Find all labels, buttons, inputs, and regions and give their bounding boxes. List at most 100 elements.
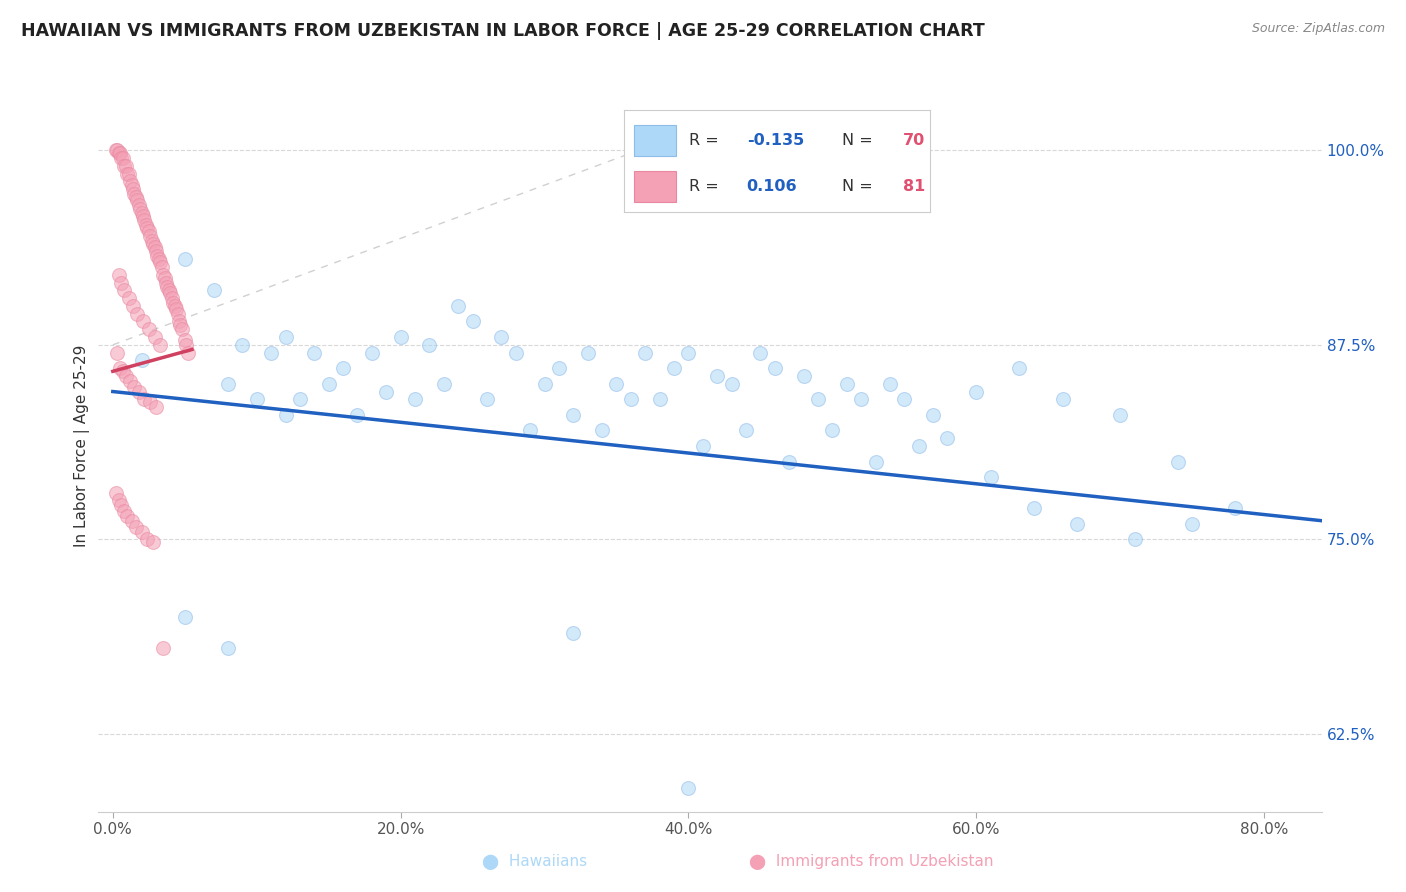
- Point: [907, 439, 929, 453]
- Point: [173, 252, 195, 267]
- Point: [807, 392, 830, 407]
- Point: [576, 345, 599, 359]
- Point: [110, 276, 132, 290]
- Text: ⬤  Hawaiians: ⬤ Hawaiians: [482, 854, 586, 870]
- Point: [404, 392, 426, 407]
- Point: [104, 144, 127, 158]
- Point: [620, 392, 643, 407]
- Point: [111, 151, 134, 165]
- Point: [849, 392, 872, 407]
- Point: [1123, 533, 1146, 547]
- Point: [793, 368, 815, 383]
- Point: [461, 314, 484, 328]
- Point: [134, 392, 156, 407]
- Point: [142, 535, 165, 549]
- Point: [136, 533, 159, 547]
- Text: 0.106: 0.106: [747, 178, 797, 194]
- Point: [131, 353, 153, 368]
- Text: Source: ZipAtlas.com: Source: ZipAtlas.com: [1251, 22, 1385, 36]
- Point: [648, 392, 671, 407]
- Point: [132, 209, 155, 223]
- Point: [202, 284, 225, 298]
- Point: [288, 392, 311, 407]
- Y-axis label: In Labor Force | Age 25-29: In Labor Force | Age 25-29: [75, 345, 90, 547]
- Point: [533, 376, 555, 391]
- Point: [110, 498, 132, 512]
- Point: [132, 314, 155, 328]
- Point: [678, 345, 700, 359]
- Point: [865, 454, 887, 468]
- Point: [246, 392, 269, 407]
- Point: [157, 284, 180, 298]
- Point: [153, 271, 176, 285]
- Point: [678, 781, 700, 796]
- Point: [114, 368, 136, 383]
- Point: [346, 408, 368, 422]
- Point: [1022, 501, 1045, 516]
- Point: [162, 295, 184, 310]
- Text: ⬤  Immigrants from Uzbekistan: ⬤ Immigrants from Uzbekistan: [749, 854, 994, 870]
- Text: N =: N =: [842, 133, 877, 148]
- Point: [170, 322, 193, 336]
- Text: 81: 81: [903, 178, 925, 194]
- Point: [105, 144, 128, 158]
- Point: [169, 318, 191, 332]
- Point: [360, 345, 382, 359]
- Point: [605, 376, 627, 391]
- Point: [893, 392, 915, 407]
- Point: [165, 301, 187, 316]
- Point: [1225, 501, 1247, 516]
- Point: [125, 520, 148, 534]
- Point: [138, 322, 160, 336]
- Point: [148, 252, 170, 267]
- Point: [141, 234, 163, 248]
- Point: [121, 514, 143, 528]
- Point: [475, 392, 498, 407]
- Text: R =: R =: [689, 178, 724, 194]
- Point: [173, 333, 195, 347]
- Point: [1052, 392, 1074, 407]
- Point: [111, 364, 134, 378]
- Point: [108, 146, 131, 161]
- Point: [778, 454, 800, 468]
- Point: [122, 182, 145, 196]
- Text: N =: N =: [842, 178, 877, 194]
- Point: [107, 146, 129, 161]
- Point: [167, 314, 190, 328]
- Point: [139, 395, 162, 409]
- Point: [120, 174, 142, 188]
- Point: [122, 299, 145, 313]
- Point: [1181, 516, 1204, 531]
- Point: [104, 485, 127, 500]
- Point: [821, 424, 844, 438]
- Point: [591, 424, 613, 438]
- Point: [142, 236, 165, 251]
- Point: [134, 213, 156, 227]
- Point: [433, 376, 456, 391]
- Point: [936, 431, 959, 445]
- Point: [112, 284, 135, 298]
- Point: [1109, 408, 1132, 422]
- Point: [217, 641, 239, 656]
- Point: [114, 159, 136, 173]
- Text: 70: 70: [903, 133, 925, 148]
- Point: [156, 280, 179, 294]
- Text: HAWAIIAN VS IMMIGRANTS FROM UZBEKISTAN IN LABOR FORCE | AGE 25-29 CORRELATION CH: HAWAIIAN VS IMMIGRANTS FROM UZBEKISTAN I…: [21, 22, 984, 40]
- Point: [105, 345, 128, 359]
- Point: [160, 291, 183, 305]
- Point: [706, 368, 728, 383]
- Point: [128, 384, 150, 399]
- Point: [692, 439, 714, 453]
- Point: [145, 400, 167, 414]
- Point: [749, 345, 772, 359]
- Point: [117, 291, 139, 305]
- Point: [108, 361, 131, 376]
- Point: [980, 470, 1002, 484]
- Point: [217, 376, 239, 391]
- Point: [131, 524, 153, 539]
- Point: [124, 186, 146, 201]
- Point: [117, 167, 139, 181]
- FancyBboxPatch shape: [634, 125, 676, 155]
- Point: [274, 408, 297, 422]
- Point: [375, 384, 398, 399]
